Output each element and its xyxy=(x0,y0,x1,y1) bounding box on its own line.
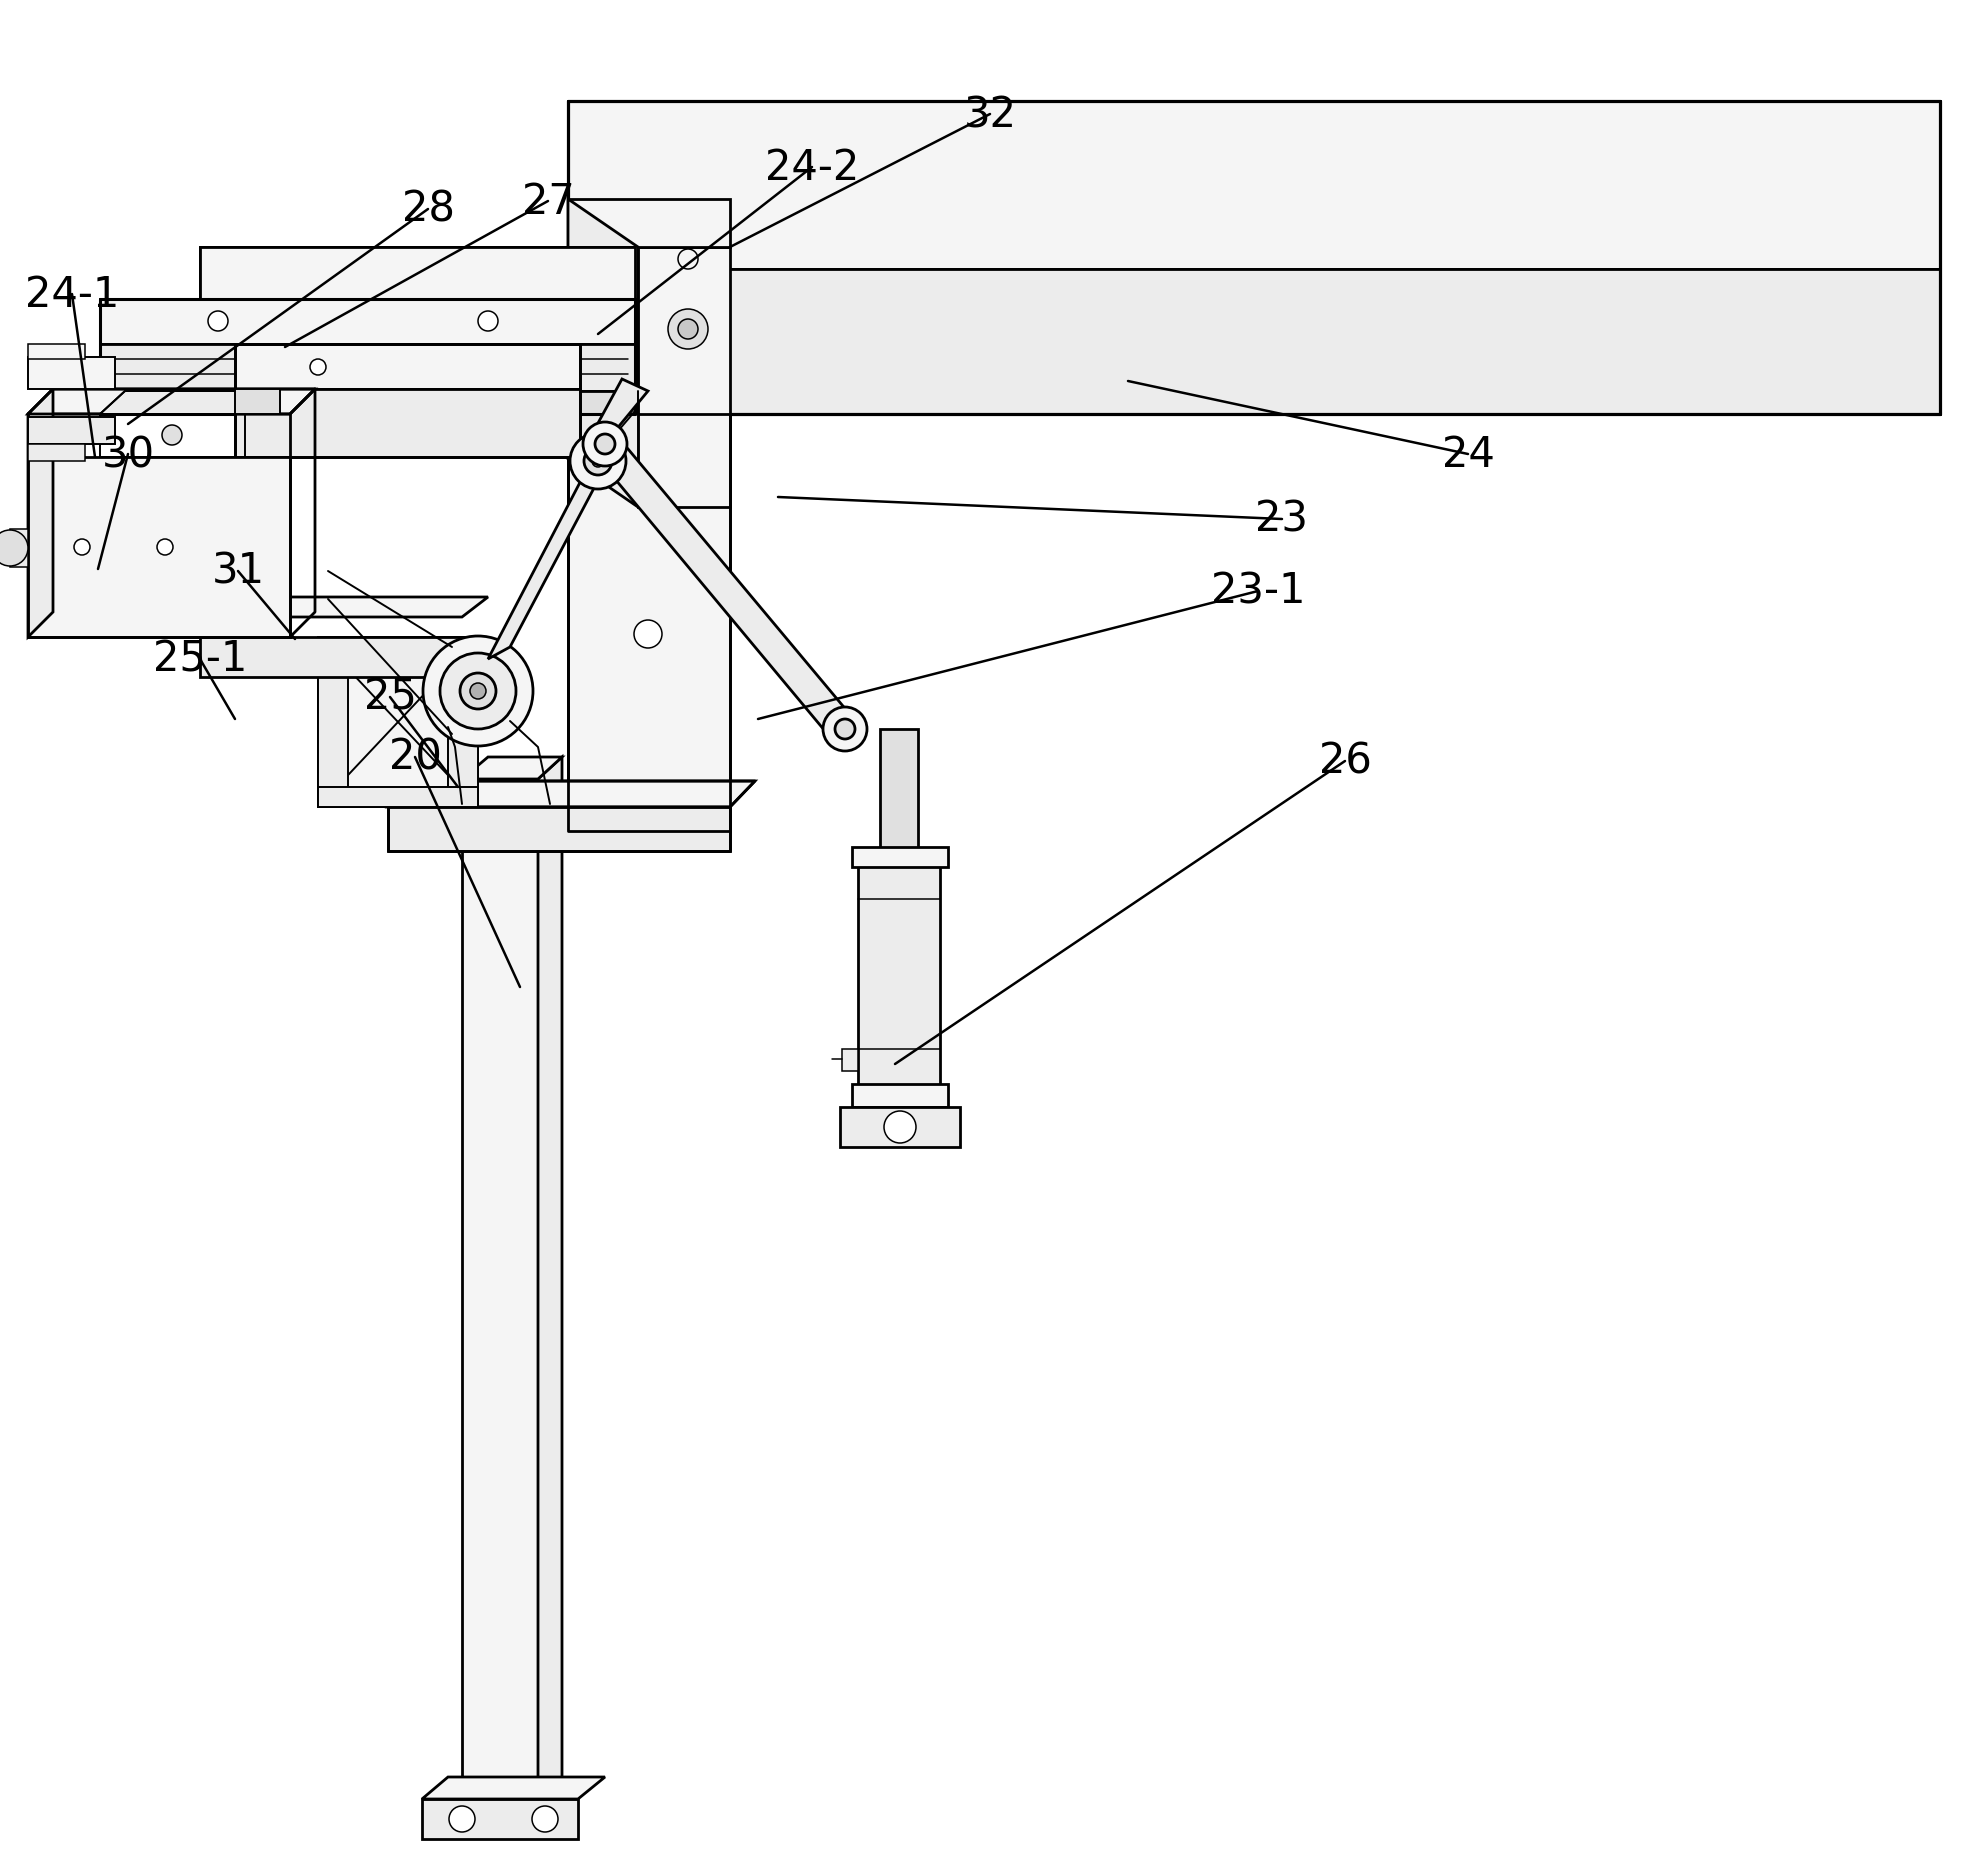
Polygon shape xyxy=(880,729,918,861)
Circle shape xyxy=(157,540,173,556)
Polygon shape xyxy=(447,638,478,807)
Polygon shape xyxy=(27,390,53,638)
Circle shape xyxy=(884,1111,916,1143)
Circle shape xyxy=(163,427,182,445)
Circle shape xyxy=(679,319,698,339)
Text: 27: 27 xyxy=(522,182,575,223)
Circle shape xyxy=(75,540,90,556)
Text: 25-1: 25-1 xyxy=(153,638,247,681)
Text: 25: 25 xyxy=(363,677,416,718)
Circle shape xyxy=(461,673,496,710)
Polygon shape xyxy=(27,417,116,445)
Circle shape xyxy=(679,250,698,269)
Circle shape xyxy=(571,434,626,490)
Circle shape xyxy=(439,653,516,729)
Text: 26: 26 xyxy=(1318,740,1371,783)
Polygon shape xyxy=(584,380,647,447)
Polygon shape xyxy=(100,345,635,391)
Polygon shape xyxy=(27,358,116,390)
Polygon shape xyxy=(27,458,290,638)
Polygon shape xyxy=(318,638,478,807)
Polygon shape xyxy=(318,638,347,807)
Text: 32: 32 xyxy=(963,95,1016,135)
Polygon shape xyxy=(569,200,729,249)
Polygon shape xyxy=(100,301,635,345)
Polygon shape xyxy=(851,848,947,868)
Circle shape xyxy=(310,360,326,377)
Polygon shape xyxy=(10,531,27,568)
Text: 24-2: 24-2 xyxy=(765,147,859,189)
Polygon shape xyxy=(27,390,316,416)
Circle shape xyxy=(0,531,27,566)
Polygon shape xyxy=(569,416,729,831)
Circle shape xyxy=(449,1807,475,1833)
Polygon shape xyxy=(100,391,635,416)
Circle shape xyxy=(424,636,533,746)
Polygon shape xyxy=(839,1107,961,1148)
Polygon shape xyxy=(235,345,580,390)
Circle shape xyxy=(582,423,628,467)
Polygon shape xyxy=(27,445,84,462)
Polygon shape xyxy=(422,1799,578,1838)
Circle shape xyxy=(633,621,663,649)
Polygon shape xyxy=(318,788,478,807)
Polygon shape xyxy=(637,249,729,508)
Polygon shape xyxy=(537,757,563,1799)
Polygon shape xyxy=(200,597,488,618)
Text: 24: 24 xyxy=(1441,434,1494,475)
Polygon shape xyxy=(200,638,463,677)
Polygon shape xyxy=(463,779,537,1799)
Polygon shape xyxy=(569,416,637,462)
Polygon shape xyxy=(235,390,580,458)
Circle shape xyxy=(208,312,227,332)
Polygon shape xyxy=(388,781,755,807)
Polygon shape xyxy=(569,200,637,508)
Circle shape xyxy=(669,310,708,351)
Polygon shape xyxy=(27,345,84,360)
Circle shape xyxy=(835,720,855,740)
Circle shape xyxy=(478,312,498,332)
Polygon shape xyxy=(590,438,859,738)
Polygon shape xyxy=(388,807,729,851)
Circle shape xyxy=(824,707,867,751)
Circle shape xyxy=(531,1807,559,1833)
Text: 20: 20 xyxy=(388,736,441,779)
Circle shape xyxy=(584,447,612,475)
Circle shape xyxy=(592,456,604,467)
Polygon shape xyxy=(422,1777,606,1799)
Text: 23-1: 23-1 xyxy=(1210,571,1306,612)
Circle shape xyxy=(594,434,616,454)
Polygon shape xyxy=(569,269,1939,416)
Polygon shape xyxy=(235,390,280,416)
Polygon shape xyxy=(463,757,563,779)
Polygon shape xyxy=(851,1085,947,1107)
Polygon shape xyxy=(318,638,478,659)
Polygon shape xyxy=(569,102,1939,269)
Text: 31: 31 xyxy=(212,551,265,594)
Polygon shape xyxy=(200,249,635,301)
Text: 28: 28 xyxy=(402,189,455,230)
Circle shape xyxy=(471,684,486,699)
Polygon shape xyxy=(100,391,271,416)
Polygon shape xyxy=(859,861,939,1087)
Polygon shape xyxy=(841,1050,859,1072)
Polygon shape xyxy=(488,454,612,660)
Text: 23: 23 xyxy=(1255,499,1308,540)
Text: 30: 30 xyxy=(102,434,155,475)
Text: 24-1: 24-1 xyxy=(25,275,120,315)
